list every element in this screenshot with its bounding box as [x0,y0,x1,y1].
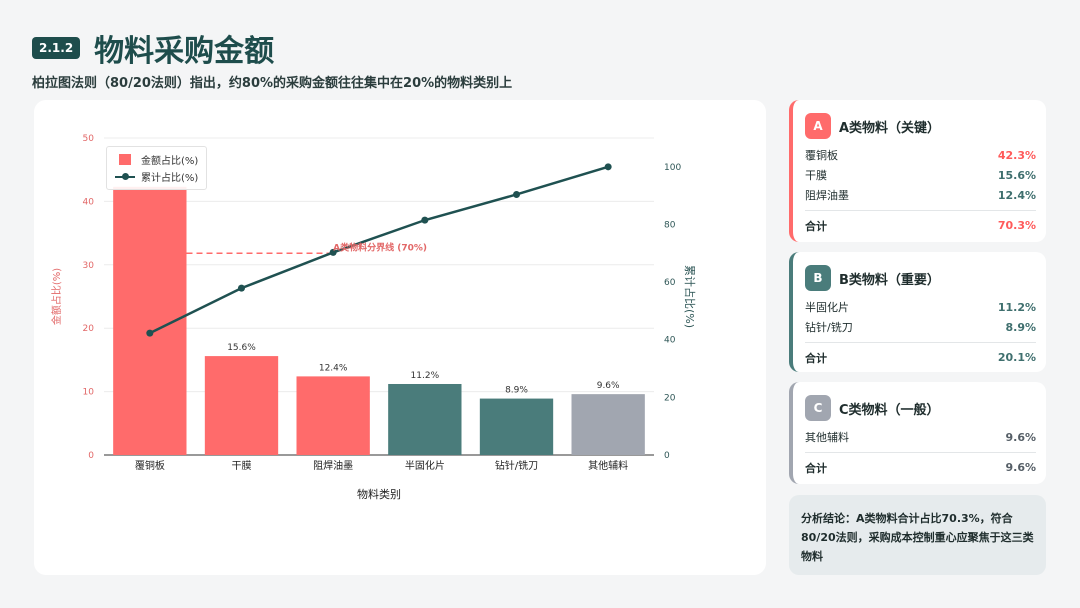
y-tick-label: 10 [83,388,95,398]
y-tick-label: 0 [88,451,94,461]
cumulative-line [149,165,609,335]
page-title: 物料采购金额 [94,34,275,69]
category-c-total: 合计 9.6% [805,452,1036,482]
item-value: 15.6% [997,169,1036,182]
section-badge: 2.1.2 [32,37,81,59]
x-tick-label: 其他辅料 [588,459,628,472]
list-item: 半固化片 11.2% [805,298,1036,318]
category-b-total: 合计 20.1% [805,342,1036,372]
list-item: 覆铜板 42.3% [805,146,1036,166]
category-b-header: B B类物料（重要） [805,265,1036,291]
legend-line-label: 累计占比(%) [141,173,199,184]
x-tick-label: 阻焊油墨 [313,459,353,472]
item-label: 干膜 [805,169,827,182]
list-item: 钻针/铣刀 8.9% [805,318,1036,338]
y2-tick-label: 20 [664,393,676,403]
legend-bar-swatch [119,154,131,165]
cumulative-point [604,163,612,171]
header: 2.1.2 物料采购金额 [32,26,274,70]
item-value: 42.3% [997,149,1036,162]
item-value: 9.6% [1005,431,1036,444]
bar [571,394,645,455]
y-tick-label: 20 [83,324,95,334]
cumulative-point [421,216,429,224]
list-item: 阻焊油墨 12.4% [805,186,1036,206]
category-a-total: 合计 70.3% [805,210,1036,240]
item-label: 覆铜板 [805,149,838,162]
category-a-header: A A类物料（关键） [805,113,1036,139]
category-card-a: A A类物料（关键） 覆铜板 42.3% 干膜 15.6% 阻焊油墨 12.4%… [789,100,1046,242]
legend-item-bar: 金额占比(%) [115,151,198,168]
category-c-name: C类物料（一般） [839,402,940,418]
category-card-c: C C类物料（一般） 其他辅料 9.6% 合计 9.6% [789,382,1046,484]
item-value: 12.4% [997,189,1036,202]
total-value: 20.1% [997,351,1036,364]
total-label: 合计 [805,219,827,233]
chart-legend: 金额占比(%) 累计占比(%) [106,146,208,190]
bar [296,376,370,455]
total-value: 9.6% [1005,461,1036,474]
analysis-conclusion: 分析结论：A类物料合计占比70.3%，符合80/20法则，采购成本控制重心应聚焦… [789,495,1046,575]
x-tick-label: 钻针/铣刀 [495,459,538,472]
y2-tick-label: 40 [664,336,676,346]
bar [204,356,279,455]
item-label: 其他辅料 [805,431,849,444]
page-subtitle: 柏拉图法则（80/20法则）指出，约80%的采购金额往往集中在20%的物料类别上 [32,76,513,91]
category-card-b: B B类物料（重要） 半固化片 11.2% 钻针/铣刀 8.9% 合计 20.1… [789,252,1046,372]
y-tick-label: 30 [83,261,95,271]
bar [479,398,554,455]
legend-bar-label: 金额占比(%) [141,156,199,167]
x-tick-label: 半固化片 [405,459,445,472]
cumulative-point [146,329,154,337]
legend-line-swatch [115,172,135,180]
cumulative-point [513,190,520,198]
total-label: 合计 [805,351,827,365]
data-label: 8.9% [505,386,528,396]
category-c-header: C C类物料（一般） [805,395,1036,421]
y2-tick-label: 60 [664,278,676,288]
list-item: 干膜 15.6% [805,166,1036,186]
pareto-chart: 0 10 20 30 40 50 0 20 40 60 80 100 A类物料分界线 (70%) 15.6… [50,134,697,501]
list-item: 其他辅料 9.6% [805,428,1036,448]
threshold-label: A类物料分界线 (70%) [333,241,427,253]
item-value: 11.2% [997,301,1036,314]
bar [388,383,462,455]
x-axis-title: 物料类别 [357,487,401,501]
data-label: 9.6% [597,381,620,391]
data-label: 11.2% [411,371,440,381]
total-value: 70.3% [997,219,1036,232]
y2-tick-label: 0 [664,451,670,461]
x-tick-label: 覆铜板 [135,459,165,472]
category-a-name: A类物料（关键） [839,120,941,136]
data-label: 12.4% [319,363,348,373]
x-tick-label: 干膜 [232,460,252,472]
category-a-letter: A [805,113,831,139]
total-label: 合计 [805,461,827,475]
cumulative-point [238,284,245,292]
y2-tick-label: 100 [664,163,681,173]
y2-axis-title: 累计占比(%) [683,265,697,328]
item-label: 半固化片 [805,301,849,314]
y-tick-label: 40 [83,197,95,207]
data-label: 15.6% [227,343,256,353]
category-c-letter: C [805,395,831,421]
category-b-letter: B [805,265,831,291]
y-axis-title: 金额占比(%) [50,268,63,325]
legend-item-line: 累计占比(%) [115,168,198,185]
item-label: 阻焊油墨 [805,189,849,202]
y2-tick-label: 80 [664,220,676,230]
cumulative-point [329,248,337,256]
item-label: 钻针/铣刀 [805,321,853,334]
category-b-name: B类物料（重要） [839,272,940,288]
pareto-chart-card: 0 10 20 30 40 50 0 20 40 60 80 100 A类物料分界线 (70%) 15.6… [34,100,766,575]
y-tick-label: 50 [83,134,95,144]
item-value: 8.9% [1005,321,1036,334]
